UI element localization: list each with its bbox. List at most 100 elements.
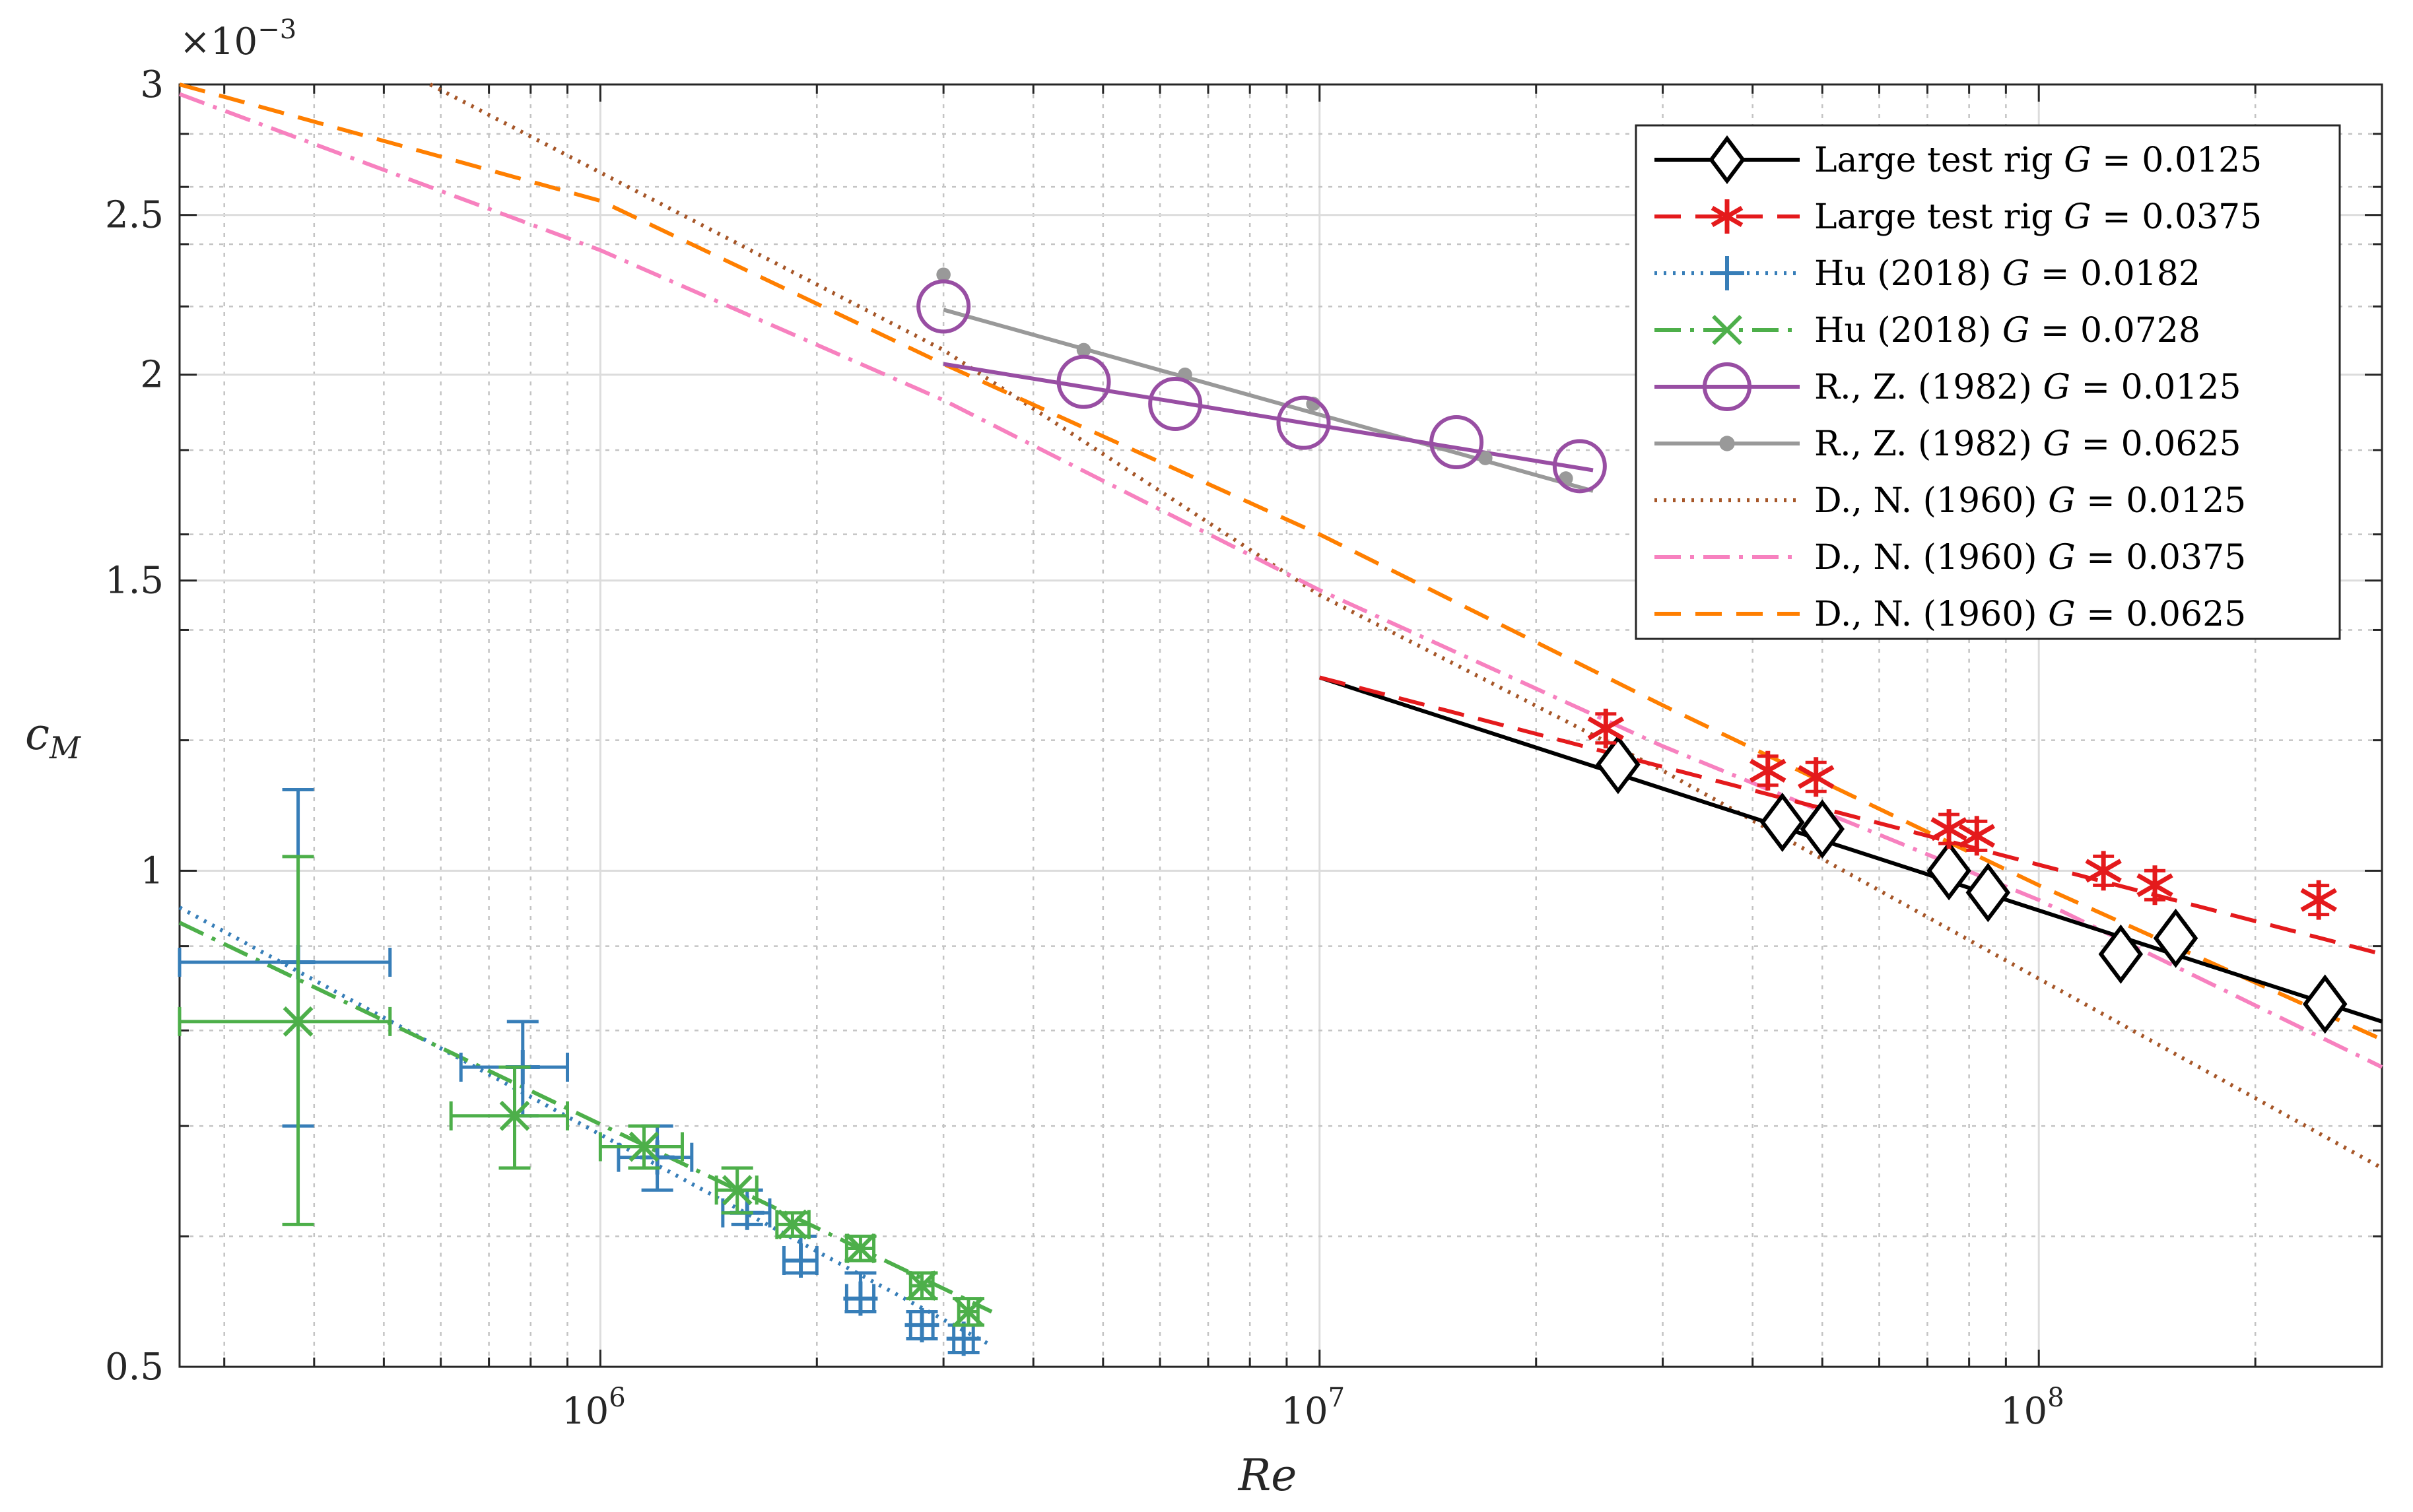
data-point-3: [845, 1233, 876, 1264]
diamond-marker: [1926, 841, 1971, 901]
y-tick-label: 1: [140, 849, 164, 892]
diamond-marker: [2153, 908, 2198, 968]
data-point-0: [2302, 974, 2348, 1034]
data-point-2: [784, 1243, 819, 1278]
cross-stroke: [722, 1175, 753, 1206]
diamond-marker: [1760, 792, 1805, 852]
series-line-7: [178, 92, 2383, 1069]
fit-lines: [178, 82, 2383, 1348]
cross-stroke: [499, 1100, 530, 1131]
y-tick-label: 2: [140, 354, 164, 397]
asterisk-stroke: [1711, 205, 1744, 228]
plot-frame: [178, 83, 2383, 1368]
cross-stroke: [629, 1131, 660, 1162]
data-point-3: [777, 1209, 808, 1240]
data-point-3: [499, 1100, 530, 1131]
diamond-marker: [2302, 974, 2348, 1034]
asterisk-stroke: [2085, 859, 2122, 883]
data-point-0: [1596, 735, 1641, 795]
y-tick-label: 3: [140, 63, 164, 106]
legend-label: R., Z. (1982) G = 0.0125: [1814, 368, 2241, 407]
data-point-2: [946, 1321, 981, 1356]
error-bar: [178, 855, 392, 1226]
data-point-2: [843, 1281, 878, 1316]
x-tick-label: 106: [562, 1383, 626, 1433]
legend-box: [1635, 124, 2341, 640]
y-axis-title: cM: [25, 709, 82, 766]
data-point-0: [2153, 908, 2198, 968]
asterisk-stroke: [2300, 888, 2337, 912]
series-line-0: [1318, 675, 2383, 1024]
data-point-2: [904, 1307, 939, 1342]
y-tick-label: 1.5: [105, 560, 164, 603]
data-point-4: [1276, 395, 1331, 450]
legend-label: D., N. (1960) G = 0.0375: [1814, 538, 2246, 577]
legend-entry: D., N. (1960) G = 0.0375: [1654, 538, 2246, 577]
asterisk-stroke: [2136, 873, 2173, 898]
data-point-3: [283, 1006, 314, 1037]
legend-entry: Hu (2018) G = 0.0728: [1654, 311, 2200, 350]
dot-marker: [936, 267, 951, 282]
data-point-1: [1797, 757, 1835, 797]
circle-marker: [1429, 414, 1484, 469]
data-point-5: [936, 267, 951, 282]
cross-stroke: [906, 1270, 937, 1301]
data-point-3: [629, 1131, 660, 1162]
legend-entry: Large test rig G = 0.0375: [1654, 197, 2262, 237]
legend-marker: [1703, 362, 1751, 411]
legend-label: D., N. (1960) G = 0.0125: [1814, 481, 2246, 521]
data-point-4: [1552, 439, 1607, 494]
circle-marker: [1056, 354, 1111, 409]
circle-marker: [1276, 395, 1331, 450]
legend-marker: [1719, 436, 1735, 451]
x-tick-label: 108: [2000, 1383, 2064, 1433]
data-point-4: [1429, 414, 1484, 469]
asterisk-stroke: [1797, 765, 1835, 789]
data-point-0: [1800, 799, 1845, 859]
legend-marker: [1710, 256, 1744, 290]
legend-entry: R., Z. (1982) G = 0.0625: [1654, 424, 2241, 464]
dot-marker: [1076, 343, 1091, 358]
legend-label: Hu (2018) G = 0.0728: [1814, 311, 2200, 350]
data-point-3: [906, 1270, 937, 1301]
circle-marker: [1703, 362, 1751, 411]
y-tick-label: 0.5: [105, 1346, 164, 1389]
diamond-marker: [1800, 799, 1845, 859]
asterisk-stroke: [1930, 817, 1967, 841]
data-point-0: [1926, 841, 1971, 901]
circle-marker: [916, 279, 971, 334]
dot-marker: [1478, 451, 1493, 465]
data-point-1: [1930, 809, 1967, 849]
asterisk-stroke: [1587, 716, 1625, 740]
circle-marker: [1552, 439, 1607, 494]
data-point-1: [1750, 750, 1786, 791]
data-point-4: [916, 279, 971, 334]
data-point-0: [2098, 924, 2144, 984]
series-line-8: [179, 82, 2383, 1041]
legend-entry: R., Z. (1982) G = 0.0125: [1654, 362, 2241, 411]
legend-label: D., N. (1960) G = 0.0625: [1814, 595, 2246, 634]
cross-stroke: [1712, 315, 1742, 345]
data-point-1: [2085, 851, 2122, 891]
legend-marker: [1709, 135, 1746, 184]
diamond-marker: [1965, 863, 2011, 923]
cross-stroke: [283, 1006, 314, 1037]
legend-entry: Large test rig G = 0.0125: [1654, 135, 2262, 184]
data-point-3: [953, 1296, 984, 1327]
cross-stroke: [845, 1233, 876, 1264]
data-point-4: [1056, 354, 1111, 409]
legend-label: Large test rig G = 0.0125: [1814, 141, 2262, 180]
data-point-1: [2136, 865, 2173, 905]
legend-label: R., Z. (1982) G = 0.0625: [1814, 424, 2241, 464]
legend-label: Large test rig G = 0.0375: [1814, 197, 2262, 237]
asterisk-stroke: [1958, 824, 1996, 848]
legend-label: Hu (2018) G = 0.0182: [1814, 254, 2200, 294]
data-point-1: [2300, 880, 2337, 920]
y-axis-multiplier: ×10−3: [180, 15, 296, 63]
data-point-4: [1148, 376, 1203, 431]
legend-marker: [1711, 199, 1744, 234]
legend-entry: D., N. (1960) G = 0.0125: [1654, 481, 2246, 521]
error-bar: [449, 1065, 569, 1170]
data-point-5: [1076, 343, 1091, 358]
